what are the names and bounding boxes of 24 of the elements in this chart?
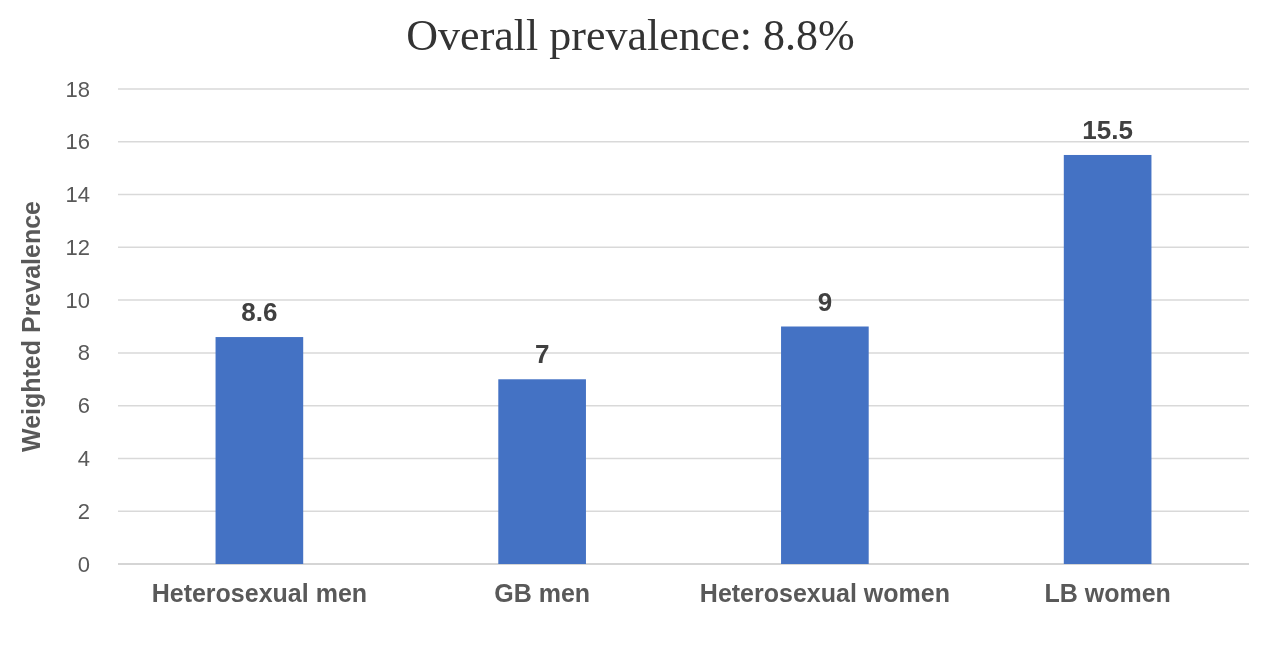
x-tick-label: Heterosexual men [151, 578, 368, 607]
data-label: 9 [817, 286, 833, 317]
bar [1063, 154, 1152, 564]
bar [498, 379, 586, 564]
bar [215, 337, 304, 564]
y-tick-label: 2 [77, 498, 90, 524]
bar [781, 326, 869, 564]
y-tick-label: 6 [77, 393, 90, 419]
y-tick-label: 4 [77, 445, 90, 471]
chart-title: Overall prevalence: 8.8% [406, 11, 855, 60]
y-tick-label: 12 [65, 234, 90, 260]
y-tick-label: 16 [65, 129, 90, 155]
y-tick-label: 18 [65, 76, 90, 102]
x-tick-label: Heterosexual women [699, 578, 950, 607]
x-tick-label: LB women [1044, 578, 1171, 607]
data-label: 7 [534, 339, 550, 370]
y-tick-label: 14 [65, 182, 90, 208]
data-label: 8.6 [241, 297, 278, 328]
y-tick-label: 8 [77, 340, 90, 366]
y-tick-label: 0 [77, 551, 90, 577]
x-tick-label: GB men [494, 578, 591, 607]
y-tick-label: 10 [65, 287, 90, 313]
y-axis-title: Weighted Prevalence [17, 200, 45, 453]
data-label: 15.5 [1082, 114, 1133, 145]
